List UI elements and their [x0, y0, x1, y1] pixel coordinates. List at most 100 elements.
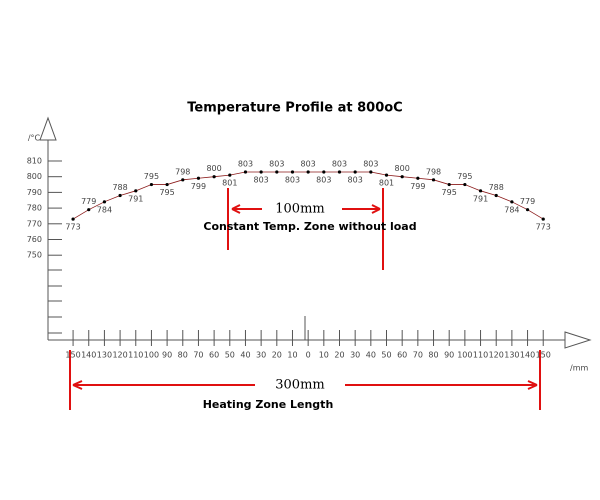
point: [510, 200, 514, 204]
point: [337, 170, 342, 174]
value-label: 798: [175, 167, 190, 176]
x-tick-label: 40: [240, 351, 250, 360]
x-tick-label: 50: [225, 351, 235, 360]
y-tick-label: 760: [27, 235, 42, 244]
value-label: 795: [457, 172, 472, 181]
y-tick-label: 800: [27, 172, 42, 181]
value-label: 784: [504, 205, 519, 214]
point: [275, 170, 279, 174]
value-label: 803: [238, 159, 253, 168]
value-label: 803: [316, 175, 331, 184]
value-label: 773: [65, 223, 80, 232]
value-label: 779: [520, 197, 535, 206]
x-tick-label: 30: [256, 351, 266, 360]
value-label: 803: [348, 175, 363, 184]
y-tick-label: 750: [27, 251, 42, 260]
point: [290, 170, 295, 174]
value-label: 803: [285, 175, 300, 184]
point: [165, 182, 169, 187]
value-label: 800: [206, 164, 221, 173]
point: [87, 208, 91, 212]
point: [149, 182, 154, 187]
x-tick-label: 150: [536, 351, 551, 360]
point: [447, 182, 451, 187]
point: [228, 173, 232, 177]
chart-title: Temperature Profile at 800oC: [187, 101, 402, 116]
y-tick-label: 790: [27, 188, 42, 197]
point: [322, 170, 326, 174]
x-tick-label: 90: [162, 351, 172, 360]
point: [196, 176, 201, 180]
point: [384, 173, 389, 177]
y-tick-label: 780: [27, 204, 42, 213]
annotation: 300mm: [275, 378, 324, 393]
annotation: 100mm: [275, 202, 324, 217]
point: [306, 170, 310, 174]
value-label: 784: [97, 205, 112, 214]
x-tick-label: 80: [428, 351, 438, 360]
x-tick-label: 10: [319, 351, 329, 360]
value-label: 801: [379, 179, 394, 188]
value-label: 803: [332, 159, 347, 168]
value-label: 795: [159, 188, 174, 197]
value-label: 799: [410, 182, 425, 191]
point: [494, 193, 498, 198]
x-tick-label: 40: [366, 351, 376, 360]
x-tick-label: 130: [97, 351, 112, 360]
point: [463, 182, 467, 187]
x-tick-label: 20: [334, 351, 344, 360]
minor-ticks: [48, 269, 62, 334]
y-axis: [39, 116, 57, 340]
value-label: 798: [426, 167, 441, 176]
value-label: 791: [128, 194, 143, 203]
x-tick-label: 60: [209, 351, 219, 360]
value-label: 803: [253, 175, 268, 184]
annotation: Heating Zone Length: [203, 398, 334, 411]
x-tick-label: 120: [112, 351, 127, 360]
value-label: 795: [144, 172, 159, 181]
point: [181, 178, 185, 182]
value-label: 799: [191, 182, 206, 191]
point: [416, 176, 420, 180]
value-label: 791: [473, 194, 488, 203]
x-tick-label: 70: [413, 351, 423, 360]
value-label: 800: [395, 164, 410, 173]
value-label: 803: [363, 159, 378, 168]
x-tick-label: 110: [473, 351, 488, 360]
y-axis-label: /°C: [28, 134, 41, 143]
x-tick-label: 100: [144, 351, 159, 360]
x-tick-label: 110: [128, 351, 143, 360]
arrow: [72, 380, 538, 390]
x-tick-label: 30: [350, 351, 360, 360]
point: [134, 189, 138, 193]
point: [525, 208, 530, 212]
point: [102, 200, 107, 204]
x-tick-label: 80: [178, 351, 188, 360]
value-label: 788: [489, 183, 504, 192]
y-tick-label: 770: [27, 219, 42, 228]
value-label: 803: [269, 159, 284, 168]
x-tick-label: 130: [504, 351, 519, 360]
x-tick-label: 60: [397, 351, 407, 360]
point: [369, 170, 373, 174]
point: [541, 217, 545, 221]
point: [71, 217, 75, 221]
point: [118, 193, 122, 198]
point: [431, 178, 436, 182]
value-label: 803: [301, 159, 316, 168]
value-label: 801: [222, 179, 237, 188]
point: [478, 189, 483, 193]
x-tick-label: 100: [457, 351, 472, 360]
x-tick-label: 150: [65, 351, 80, 360]
x-tick-label: 90: [444, 351, 454, 360]
x-tick-label: 50: [381, 351, 391, 360]
x-tick-label: 120: [489, 351, 504, 360]
x-tick-label: 140: [81, 351, 96, 360]
point: [212, 175, 216, 179]
value-label: 788: [112, 183, 127, 192]
arrow: [231, 204, 381, 214]
value-label: 795: [442, 188, 457, 197]
point: [259, 170, 263, 174]
point: [243, 170, 248, 174]
